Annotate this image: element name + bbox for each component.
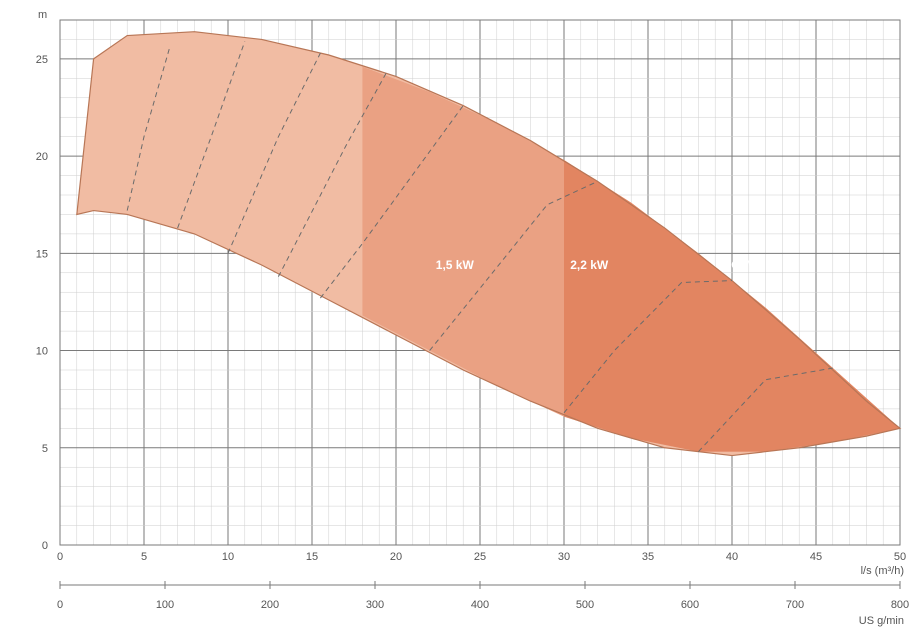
x2-tick: 400 [471, 599, 489, 611]
x2-unit: US g/min [859, 615, 904, 627]
x1-unit: l/s (m³/h) [861, 565, 904, 577]
x2-tick: 800 [891, 599, 909, 611]
y-tick: 0 [42, 540, 48, 552]
y-tick: 10 [36, 346, 48, 358]
y-tick: 5 [42, 443, 48, 455]
x2-tick: 300 [366, 599, 384, 611]
x2-tick: 100 [156, 599, 174, 611]
x1-tick: 45 [810, 551, 822, 563]
x1-tick: 50 [894, 551, 906, 563]
chart-svg: 1,5 kW 2,2 kW 3,0 kW 0 5 10 15 20 25 0 5 10 15 20 25 30… [0, 0, 920, 631]
x2-tick: 700 [786, 599, 804, 611]
x1-tick: 10 [222, 551, 234, 563]
y-unit: m [38, 9, 47, 21]
x1-tick: 30 [558, 551, 570, 563]
x1-tick: 0 [57, 551, 63, 563]
chart-container: { "chart": { "type": "pump-performance-c… [0, 0, 920, 631]
power-label: 1,5 kW [436, 258, 475, 272]
x2-tick: 500 [576, 599, 594, 611]
y-tick: 15 [36, 248, 48, 260]
x1-tick: 35 [642, 551, 654, 563]
x1-tick: 40 [726, 551, 738, 563]
x2-tick: 200 [261, 599, 279, 611]
x1-tick: 5 [141, 551, 147, 563]
y-tick: 20 [36, 151, 48, 163]
x1-tick: 20 [390, 551, 402, 563]
x2-tick: 0 [57, 599, 63, 611]
x1-tick: 25 [474, 551, 486, 563]
power-label: 2,2 kW [570, 258, 609, 272]
y-tick: 25 [36, 54, 48, 66]
power-label: 3,0 kW [721, 258, 760, 272]
x1-tick: 15 [306, 551, 318, 563]
x2-tick: 600 [681, 599, 699, 611]
